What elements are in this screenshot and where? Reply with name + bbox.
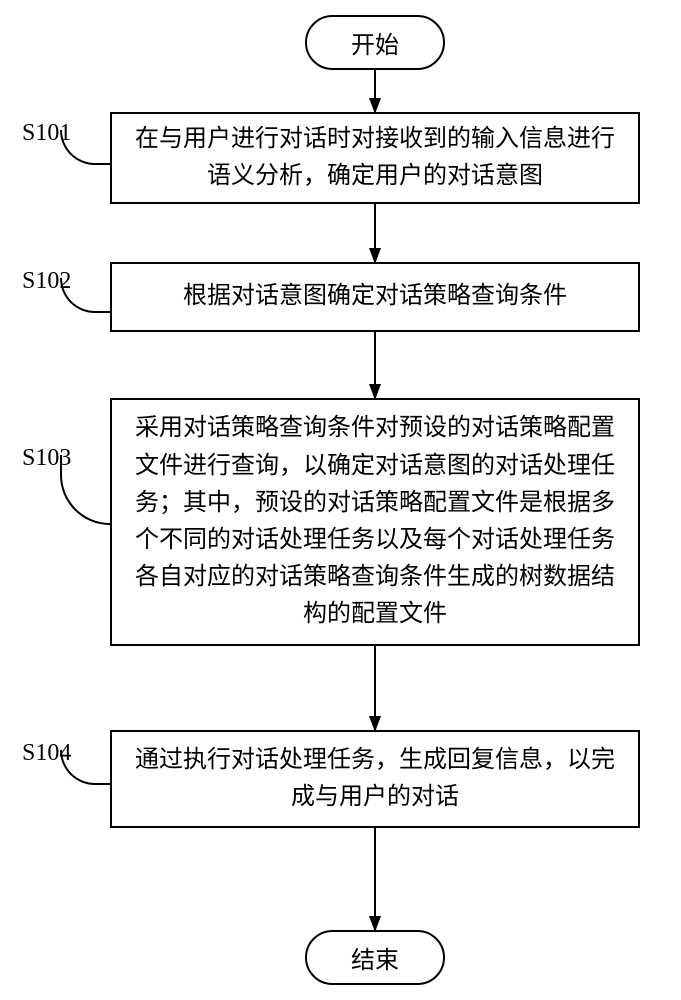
flowchart-canvas: 开始 S101 在与用户进行对话时对接收到的输入信息进行语义分析，确定用户的对话… <box>0 0 681 1000</box>
arrows-layer <box>0 0 681 1000</box>
